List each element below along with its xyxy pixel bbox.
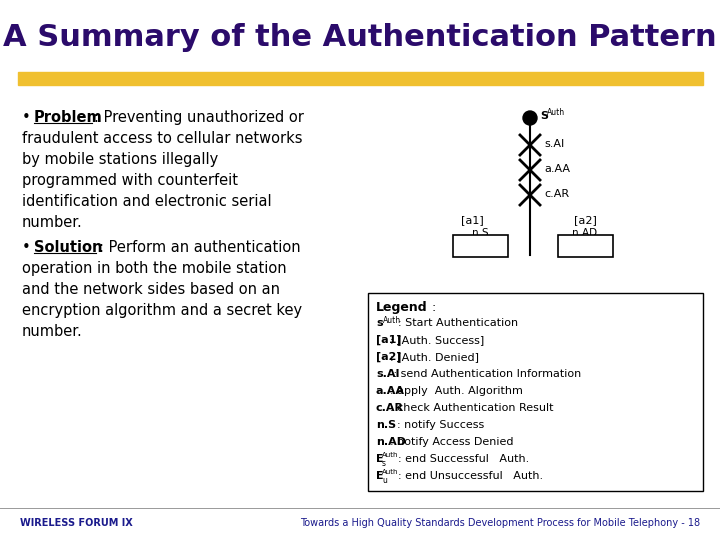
Text: c.AR: c.AR bbox=[544, 189, 569, 199]
Text: : notify Success: : notify Success bbox=[390, 420, 485, 430]
Text: •: • bbox=[22, 240, 40, 255]
Text: [a1]: [a1] bbox=[461, 215, 483, 225]
Text: s: s bbox=[382, 459, 386, 468]
Bar bbox=[557, 235, 613, 257]
Bar bbox=[452, 235, 508, 257]
Text: n.AD: n.AD bbox=[376, 437, 406, 447]
Text: s.AI: s.AI bbox=[376, 369, 400, 379]
Text: Auth: Auth bbox=[383, 316, 401, 325]
Text: Auth: Auth bbox=[382, 469, 398, 475]
Text: number.: number. bbox=[22, 215, 83, 230]
Text: a.AA: a.AA bbox=[376, 386, 405, 396]
Text: A Summary of the Authentication Pattern: A Summary of the Authentication Pattern bbox=[3, 24, 717, 52]
Text: S: S bbox=[540, 111, 548, 121]
Text: number.: number. bbox=[22, 324, 83, 339]
Text: programmed with counterfeit: programmed with counterfeit bbox=[22, 173, 238, 188]
Text: : Preventing unauthorized or: : Preventing unauthorized or bbox=[94, 110, 304, 125]
Text: E: E bbox=[376, 471, 384, 481]
Text: Auth: Auth bbox=[484, 238, 500, 244]
Text: and the network sides based on an: and the network sides based on an bbox=[22, 282, 280, 297]
Text: E: E bbox=[376, 454, 384, 464]
Circle shape bbox=[523, 111, 537, 125]
Text: E: E bbox=[583, 241, 590, 251]
Text: : Start Authentication: : Start Authentication bbox=[398, 318, 518, 328]
Text: : check Authentication Result: : check Authentication Result bbox=[390, 403, 554, 413]
Text: : [Auth. Denied]: : [Auth. Denied] bbox=[390, 352, 479, 362]
Text: s.AI: s.AI bbox=[544, 139, 564, 149]
Text: by mobile stations illegally: by mobile stations illegally bbox=[22, 152, 218, 167]
Text: n.S: n.S bbox=[472, 228, 488, 238]
Text: : end Successful   Auth.: : end Successful Auth. bbox=[398, 454, 529, 464]
Text: [a2]: [a2] bbox=[574, 215, 596, 225]
Text: : Perform an authentication: : Perform an authentication bbox=[99, 240, 301, 255]
Text: :: : bbox=[428, 301, 436, 314]
Text: [a2]: [a2] bbox=[376, 352, 402, 362]
Text: s: s bbox=[485, 245, 489, 253]
Text: WIRELESS FORUM IX: WIRELESS FORUM IX bbox=[20, 518, 132, 528]
Text: Solution: Solution bbox=[34, 240, 102, 255]
Bar bbox=[368, 293, 703, 491]
Text: Towards a High Quality Standards Development Process for Mobile Telephony - 18: Towards a High Quality Standards Develop… bbox=[300, 518, 700, 528]
Text: c.AR: c.AR bbox=[376, 403, 404, 413]
Text: operation in both the mobile station: operation in both the mobile station bbox=[22, 261, 287, 276]
Text: : notify Access Denied: : notify Access Denied bbox=[390, 437, 513, 447]
Text: a.AA: a.AA bbox=[544, 164, 570, 174]
Text: encryption algorithm and a secret key: encryption algorithm and a secret key bbox=[22, 303, 302, 318]
Text: Problem: Problem bbox=[34, 110, 103, 125]
Text: : send Authentication Information: : send Authentication Information bbox=[390, 369, 581, 379]
Text: Auth: Auth bbox=[589, 238, 606, 244]
Text: u: u bbox=[590, 245, 595, 253]
Text: u: u bbox=[382, 476, 387, 485]
Text: Auth: Auth bbox=[547, 108, 565, 117]
Text: s: s bbox=[376, 318, 382, 328]
Text: : [Auth. Success]: : [Auth. Success] bbox=[390, 335, 485, 345]
Text: E: E bbox=[478, 241, 485, 251]
Text: Auth: Auth bbox=[382, 452, 398, 458]
Text: [a1]: [a1] bbox=[376, 335, 402, 345]
Text: identification and electronic serial: identification and electronic serial bbox=[22, 194, 271, 209]
Text: n.AD: n.AD bbox=[572, 228, 598, 238]
Bar bbox=[18, 72, 703, 85]
Text: : end Unsuccessful   Auth.: : end Unsuccessful Auth. bbox=[398, 471, 543, 481]
Text: •: • bbox=[22, 110, 40, 125]
Text: fraudulent access to cellular networks: fraudulent access to cellular networks bbox=[22, 131, 302, 146]
Text: : apply  Auth. Algorithm: : apply Auth. Algorithm bbox=[390, 386, 523, 396]
Text: n.S: n.S bbox=[376, 420, 396, 430]
Text: Legend: Legend bbox=[376, 301, 428, 314]
